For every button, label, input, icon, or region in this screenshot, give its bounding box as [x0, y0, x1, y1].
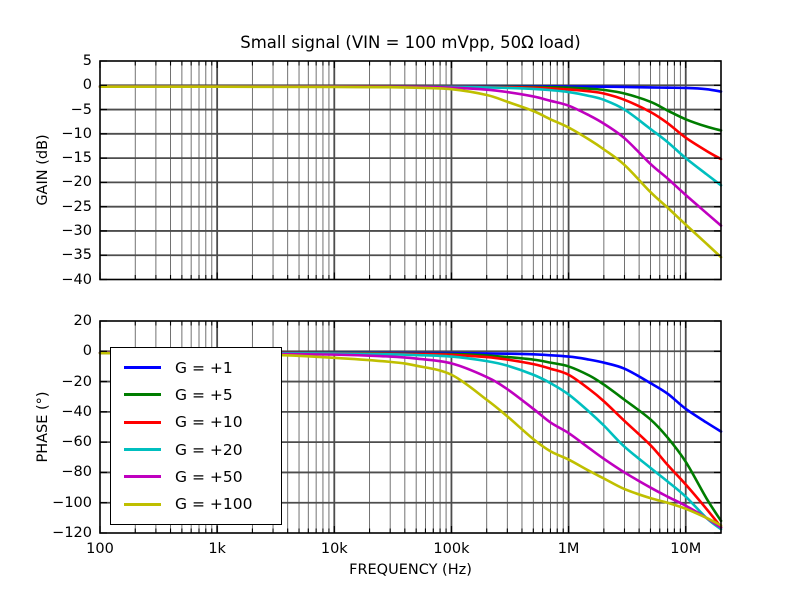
gain-curve-10 — [98, 85, 723, 161]
chart-title: Small signal (VIN = 100 mVpp, 50Ω load) — [240, 33, 581, 52]
legend-row: G = +1 — [124, 359, 281, 377]
phase-ytick-label: −60 — [61, 434, 92, 451]
phase-curve-100 — [98, 351, 723, 527]
gain-ytick-label: −10 — [61, 125, 92, 142]
gain-ytick-label: −35 — [61, 247, 92, 264]
xtick-label: 10M — [670, 541, 702, 557]
legend-row: G = +5 — [124, 386, 281, 404]
gain-grid-major-x — [216, 61, 687, 280]
gain-chart — [98, 60, 723, 281]
frequency-axis-label: FREQUENCY (Hz) — [349, 562, 472, 578]
gain-axis-label: GAIN (dB) — [35, 134, 51, 206]
legend-label: G = +10 — [175, 413, 243, 432]
xtick-label: 100 — [86, 541, 114, 557]
phase-ytick-label: −20 — [61, 373, 92, 390]
gain-ytick-label: 5 — [82, 53, 92, 69]
xtick-label: 10k — [320, 541, 348, 557]
gain-ytick-label: −25 — [61, 198, 92, 215]
gain-ytick-label: 0 — [82, 77, 92, 94]
legend-line-swatch — [124, 502, 161, 506]
legend-label: G = +5 — [175, 385, 233, 404]
legend-label: G = +100 — [175, 495, 253, 514]
legend-line-swatch — [124, 420, 161, 424]
legend-label: G = +20 — [175, 440, 243, 459]
gain-curve-50 — [98, 85, 723, 227]
phase-curve-20 — [98, 351, 723, 531]
legend-line-swatch — [124, 475, 161, 479]
legend-line-swatch — [124, 393, 161, 397]
legend-line-swatch — [124, 366, 161, 370]
legend-row: G = +50 — [124, 468, 281, 486]
gain-ytick-label: −20 — [61, 174, 92, 191]
gain-ytick-label: −5 — [70, 101, 92, 118]
legend-row: G = +10 — [124, 413, 281, 431]
phase-curve-50 — [98, 351, 723, 529]
gain-curves — [98, 84, 723, 259]
phase-ytick-label: 20 — [73, 313, 92, 329]
legend: G = +1 G = +5 G = +10 G = +20 G = +50 G = +10… — [110, 347, 282, 525]
phase-axes-frame — [99, 320, 722, 534]
phase-axis-label: PHASE (°) — [35, 391, 51, 463]
phase-ytick-label: 0 — [82, 343, 92, 360]
legend-label: G = +1 — [175, 358, 233, 377]
xtick-label: 100k — [433, 541, 470, 557]
phase-curves — [98, 351, 723, 531]
gain-axes-frame — [99, 60, 722, 281]
legend-row: G = +100 — [124, 495, 281, 513]
legend-label: G = +50 — [175, 467, 243, 486]
gain-grid-minor — [134, 61, 681, 280]
gain-ytick-label: −15 — [61, 150, 92, 167]
phase-ytick-label: −100 — [52, 494, 92, 511]
legend-line-swatch — [124, 448, 161, 452]
phase-ytick-label: −120 — [52, 525, 92, 541]
gain-curve-100 — [98, 85, 723, 259]
xtick-label: 1M — [557, 541, 580, 557]
xtick-label: 1k — [208, 541, 226, 557]
phase-ytick-label: −40 — [61, 403, 92, 420]
gain-curve-5 — [98, 85, 723, 132]
legend-row: G = +20 — [124, 441, 281, 459]
gain-ytick-label: −40 — [61, 271, 92, 288]
phase-ytick-label: −80 — [61, 464, 92, 481]
gain-ytick-label: −30 — [61, 222, 92, 239]
